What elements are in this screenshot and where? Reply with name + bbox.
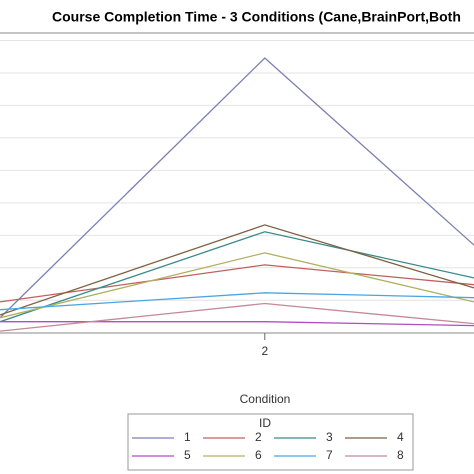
series-line: [0, 57, 474, 319]
grid: [0, 39, 474, 301]
plot-frame: [0, 32, 474, 334]
series-line: [0, 252, 474, 319]
legend-label: 6: [255, 448, 262, 462]
legend-title: ID: [259, 416, 271, 430]
series-line: [0, 302, 474, 332]
series-line: [0, 292, 474, 311]
lines: [0, 57, 474, 332]
legend-label: 5: [184, 448, 191, 462]
legend-label: 7: [326, 448, 333, 462]
legend-label: 8: [397, 448, 404, 462]
series-line: [0, 224, 474, 316]
legend-label: 4: [397, 430, 404, 444]
series-line: [0, 231, 474, 323]
legend-label: 1: [184, 430, 191, 444]
x-tick-label: 2: [261, 344, 268, 358]
x-axis-label: Condition: [240, 392, 291, 406]
chart-title: Course Completion Time - 3 Conditions (C…: [52, 9, 461, 25]
legend-label: 3: [326, 430, 333, 444]
legend-label: 2: [255, 430, 262, 444]
series-line: [0, 264, 474, 303]
legend-box: [127, 413, 414, 471]
legend: 1 2 3 4 5 6 7 8: [132, 430, 404, 462]
